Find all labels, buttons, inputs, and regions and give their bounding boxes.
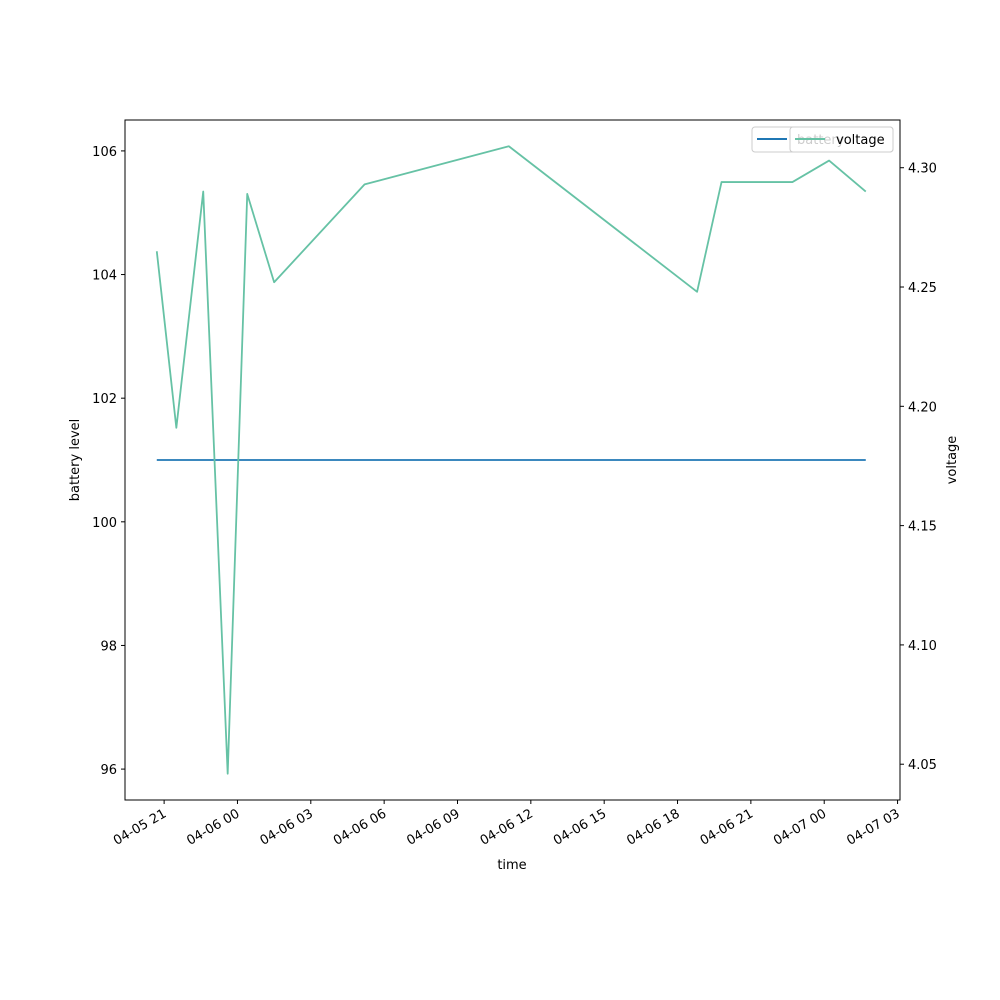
x-axis-label: time	[497, 858, 526, 873]
y-left-tick-label: 106	[92, 145, 117, 160]
y-axis-right-label: voltage	[945, 436, 960, 485]
y-right-tick-label: 4.30	[908, 162, 937, 177]
y-axis-left: 96 98 100 102 104 106	[92, 145, 125, 778]
legend-voltage-box	[789, 126, 894, 153]
plot-frame	[124, 119, 901, 801]
y-axis-right: 4.05 4.10 4.15 4.20 4.25 4.30	[900, 162, 937, 773]
y-left-tick-label: 100	[92, 516, 117, 531]
y-right-tick-label: 4.15	[908, 520, 937, 535]
y-left-tick-label: 96	[100, 763, 117, 778]
y-right-tick-label: 4.10	[908, 639, 937, 654]
y-axis-left-label: battery level	[68, 419, 83, 502]
y-left-tick-label: 104	[92, 269, 117, 284]
y-left-tick-label: 98	[100, 639, 117, 654]
y-right-tick-label: 4.20	[908, 400, 937, 415]
y-left-tick-label: 102	[92, 392, 117, 407]
legend-voltage-label: voltage	[836, 133, 885, 148]
series-layer	[155, 145, 867, 775]
y-right-tick-label: 4.05	[908, 758, 937, 773]
series-line-voltage	[155, 145, 867, 775]
y-right-tick-label: 4.25	[908, 281, 937, 296]
legend-voltage: voltage	[789, 126, 894, 153]
